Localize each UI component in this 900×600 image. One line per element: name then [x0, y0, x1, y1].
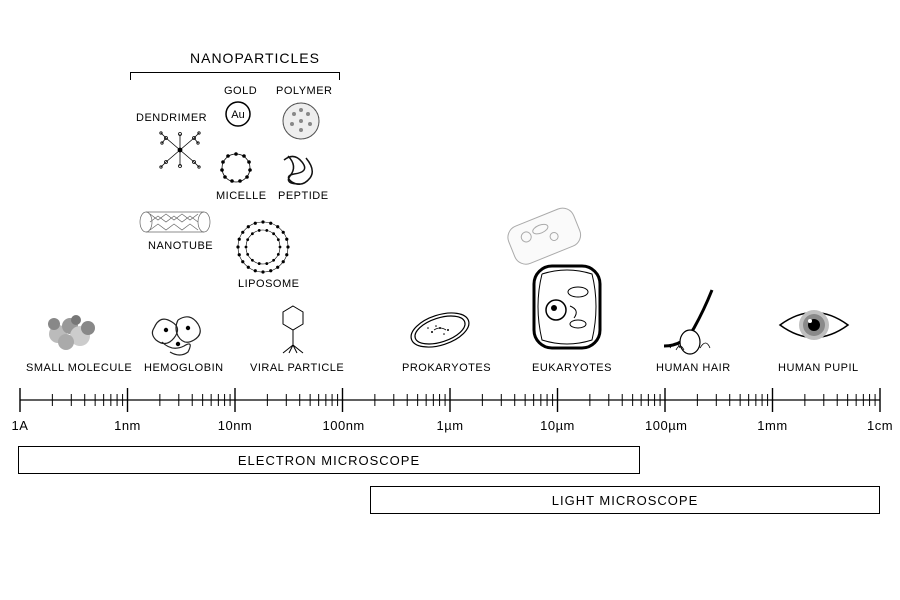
hemoglobin-icon	[148, 308, 208, 358]
nanoparticles-title: NANOPARTICLES	[190, 50, 320, 66]
eukaryotes-label: EUKARYOTES	[532, 362, 612, 374]
polymer-icon	[280, 100, 322, 142]
electron-range-label: ELECTRON MICROSCOPE	[238, 453, 420, 468]
axis-tick-label: 100nm	[323, 418, 363, 433]
electron-microscope-range: ELECTRON MICROSCOPE	[18, 446, 640, 474]
axis-tick-label: 10nm	[215, 418, 255, 433]
gold-icon: Au	[224, 100, 252, 128]
dendrimer-label: DENDRIMER	[136, 112, 207, 124]
human-hair-icon	[656, 286, 726, 356]
axis-tick-label: 10µm	[538, 418, 578, 433]
axis-tick-label: 1mm	[753, 418, 793, 433]
peptide-label: PEPTIDE	[278, 190, 329, 202]
nanotube-icon	[138, 206, 212, 238]
human-pupil-label: HUMAN PUPIL	[778, 362, 859, 374]
liposome-label: LIPOSOME	[238, 278, 299, 290]
micelle-icon	[216, 148, 256, 188]
svg-text:Au: Au	[231, 109, 244, 121]
human-hair-label: HUMAN HAIR	[656, 362, 731, 374]
scale-diagram: NANOPARTICLES Au	[0, 0, 900, 600]
viral-particle-label: VIRAL PARTICLE	[250, 362, 344, 374]
prokaryote-icon	[404, 308, 476, 352]
polymer-label: POLYMER	[276, 85, 332, 97]
liposome-icon	[234, 218, 292, 276]
hemoglobin-label: HEMOGLOBIN	[144, 362, 224, 374]
axis-tick-label: 1nm	[108, 418, 148, 433]
axis-tick-label: 100µm	[645, 418, 685, 433]
prokaryotes-label: PROKARYOTES	[402, 362, 491, 374]
peptide-icon	[280, 150, 318, 188]
gold-label: GOLD	[224, 85, 257, 97]
human-pupil-icon	[776, 300, 852, 350]
nano-bracket	[130, 72, 340, 73]
axis-tick-label: 1A	[0, 418, 40, 433]
eukaryote-icon	[530, 262, 604, 352]
dendrimer-icon	[158, 128, 202, 172]
nanotube-label: NANOTUBE	[148, 240, 213, 252]
small-molecule-label: SMALL MOLECULE	[26, 362, 132, 374]
axis-tick-label: 1cm	[860, 418, 900, 433]
viral-particle-icon	[278, 303, 308, 355]
axis-tick-label: 1µm	[430, 418, 470, 433]
nano-bracket-right	[339, 72, 340, 80]
small-molecule-icon	[44, 310, 102, 356]
light-range-label: LIGHT MICROSCOPE	[552, 493, 699, 508]
eukaryote-back-icon	[500, 206, 590, 270]
micelle-label: MICELLE	[216, 190, 267, 202]
light-microscope-range: LIGHT MICROSCOPE	[370, 486, 880, 514]
nano-bracket-left	[130, 72, 131, 80]
